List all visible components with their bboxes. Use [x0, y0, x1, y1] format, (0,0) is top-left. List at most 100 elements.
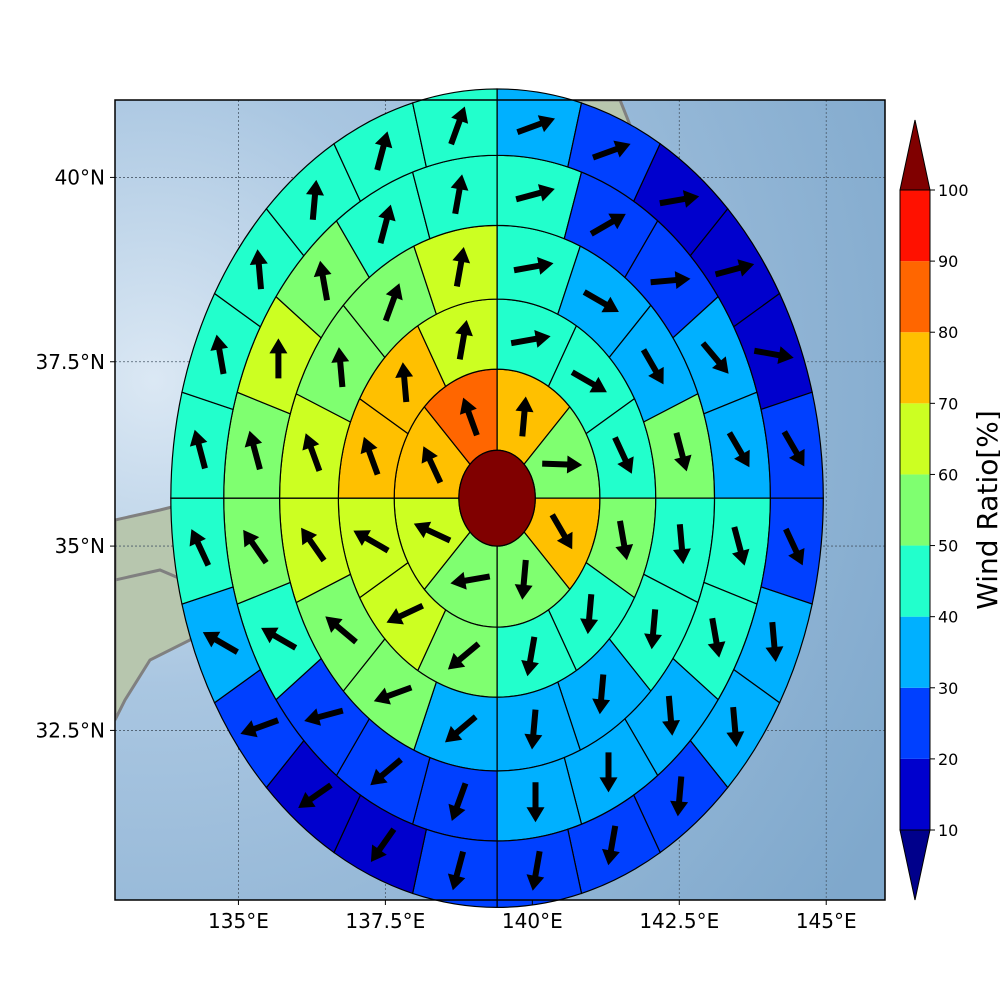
colorbar-tick-label: 50: [938, 537, 958, 556]
wind-arrow: [370, 827, 397, 862]
wind-arrow: [448, 106, 469, 146]
wind-arrow: [373, 684, 413, 705]
wind-arrow: [526, 850, 545, 891]
colorbar-segment: [900, 261, 930, 333]
wind-arrow: [395, 362, 414, 403]
center-cell: [458, 449, 536, 547]
wind-arrow: [360, 436, 381, 476]
wind-arrow: [452, 247, 471, 287]
wind-arrow: [524, 709, 543, 750]
colorbar-over-triangle: [899, 119, 931, 191]
y-tick-label: 37.5°N: [36, 350, 106, 374]
wind-arrow: [202, 631, 239, 655]
wind-arrow: [455, 320, 473, 360]
wind-arrow: [580, 594, 599, 635]
wind-arrow: [700, 341, 729, 374]
y-axis-ticks: 32.5°N 35°N 37.5°N 40°N: [36, 165, 115, 742]
wind-arrow: [313, 260, 332, 301]
wind-arrow: [374, 131, 393, 171]
wind-arrow: [370, 757, 403, 786]
colorbar-segment: [900, 190, 930, 262]
sector-cell: [411, 828, 498, 908]
wind-arrow: [306, 179, 324, 220]
colorbar-tick-label: 90: [938, 252, 958, 271]
wind-arrow: [602, 825, 620, 866]
x-tick-label: 140°E: [502, 909, 563, 933]
wind-arrow: [240, 717, 280, 738]
wind-arrow: [662, 695, 680, 736]
wind-arrow: [249, 249, 268, 290]
wind-arrow: [765, 621, 784, 662]
wind-arrow: [515, 396, 534, 437]
wind-arrow: [304, 707, 344, 726]
colorbar-segment: [900, 332, 930, 404]
wind-arrow: [612, 436, 634, 474]
colorbar-segment: [900, 758, 930, 830]
plot-frame: [114, 99, 886, 901]
wind-arrow: [589, 213, 626, 237]
wind-arrow: [549, 513, 573, 550]
wind-arrow: [413, 521, 452, 544]
wind-arrow: [753, 346, 794, 364]
wind-arrow: [450, 571, 491, 590]
wind-arrow: [450, 174, 469, 215]
colorbar-tick-label: 40: [938, 608, 958, 627]
wind-arrow: [582, 289, 619, 313]
wind-arrow: [781, 430, 805, 467]
colorbar-tick-label: 100: [938, 181, 969, 200]
colorbar-tick-label: 80: [938, 323, 958, 342]
wind-arrow: [513, 257, 554, 275]
sector-cell: [760, 497, 824, 605]
colorbar-tick-label: 30: [938, 679, 958, 698]
wind-arrow: [298, 782, 333, 808]
wind-arrow: [377, 204, 396, 244]
x-tick-label: 137.5°E: [345, 909, 425, 933]
wind-arrow: [514, 559, 533, 600]
wind-arrow: [382, 283, 403, 322]
wind-arrow: [331, 347, 350, 388]
wind-arrow: [644, 609, 662, 650]
wind-arrow: [353, 530, 390, 554]
wind-arrow: [726, 431, 750, 468]
colorbar-under-triangle: [899, 829, 931, 901]
wind-arrow: [189, 529, 211, 567]
wind-arrow: [673, 432, 692, 472]
wind-arrow: [670, 776, 689, 817]
wind-arrow: [421, 446, 444, 484]
wind-arrow: [447, 641, 481, 670]
wind-arrow: [714, 259, 755, 278]
wind-arrow: [244, 430, 263, 471]
wind-arrows: [189, 106, 805, 891]
wind-arrow: [640, 348, 664, 385]
colorbar-tick-label: 10: [938, 821, 958, 840]
colorbar-segment: [900, 687, 930, 759]
wind-arrow: [189, 429, 208, 470]
wind-arrow: [447, 850, 466, 891]
wind-arrow: [599, 752, 618, 793]
wind-arrow: [459, 397, 480, 437]
wind-arrow: [615, 520, 634, 561]
wind-arrow: [301, 527, 327, 563]
colorbar-segment: [900, 545, 930, 617]
wind-arrow: [659, 190, 700, 208]
wind-arrow: [445, 714, 478, 743]
y-tick-label: 32.5°N: [36, 718, 106, 742]
wind-arrow: [673, 524, 691, 565]
wind-ratio-sectors: [170, 88, 824, 908]
wind-arrow: [521, 636, 539, 677]
x-tick-label: 135°E: [208, 909, 269, 933]
x-tick-label: 145°E: [796, 909, 857, 933]
wind-arrow: [731, 526, 750, 566]
colorbar-segment: [900, 403, 930, 475]
wind-arrow: [325, 616, 358, 645]
wind-arrow: [707, 617, 726, 658]
colorbar-segment: [900, 474, 930, 546]
colorbar-title: Wind Ratio[%]: [971, 410, 1000, 610]
x-axis-ticks: 135°E 137.5°E 140°E 142.5°E 145°E: [208, 900, 857, 933]
x-tick-label: 142.5°E: [639, 909, 719, 933]
y-tick-label: 35°N: [55, 534, 105, 558]
wind-arrow: [542, 455, 583, 474]
wind-arrow: [516, 115, 555, 135]
colorbar-frame: [899, 189, 931, 831]
